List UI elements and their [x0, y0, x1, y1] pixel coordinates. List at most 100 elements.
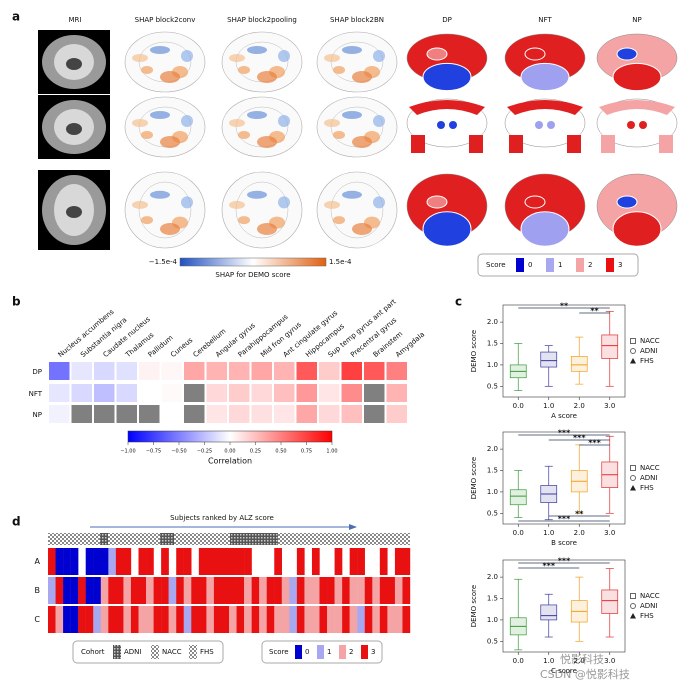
heat-cell [341, 384, 362, 402]
region-map [422, 211, 472, 247]
heat-cell [139, 384, 160, 402]
score-stripe [55, 606, 64, 633]
legend-marker [630, 603, 636, 609]
score-stripe [48, 606, 56, 633]
score-stripe [236, 548, 245, 575]
x-tick-label: 0.0 [513, 657, 524, 665]
score-stripe [357, 606, 365, 633]
region-map [612, 62, 662, 92]
legend-title: Score [269, 648, 289, 656]
score-stripe [123, 606, 132, 633]
shap-blob [342, 111, 362, 119]
heat-cell [161, 405, 182, 423]
heat-cell [161, 362, 182, 380]
heat-cell [116, 384, 137, 402]
region-map [659, 135, 673, 153]
legend-label: ADNI [640, 602, 657, 610]
heat-cell [386, 384, 407, 402]
heat-cell [296, 405, 317, 423]
heat-cell [364, 405, 385, 423]
legend-label: NACC [640, 337, 660, 345]
heat-cell [251, 362, 272, 380]
legend-title: Score [486, 261, 506, 269]
score-stripe [161, 548, 169, 575]
shap-outline [124, 171, 206, 249]
heat-cell [251, 384, 272, 402]
score-stripe [206, 577, 215, 604]
shap-blob [324, 119, 340, 127]
score-stripe [221, 606, 230, 633]
heat-cell [71, 384, 92, 402]
shap-blob [132, 200, 148, 209]
shap-blob [333, 131, 345, 139]
score-stripe [48, 548, 56, 575]
y-axis-label: DEMO score [470, 457, 478, 499]
score-stripe [168, 606, 177, 633]
panel-label: c [455, 295, 462, 309]
score-stripe [251, 577, 260, 604]
score-stripe [63, 577, 71, 604]
shap-blob [278, 115, 290, 127]
score-stripe [364, 606, 373, 633]
colorbar-tick-label: −0.25 [197, 449, 212, 455]
significance-label: ** [590, 307, 599, 316]
heat-cell [364, 362, 385, 380]
watermark-logo: 悦影科技 [560, 652, 604, 666]
x-tick-label: 1.0 [543, 529, 554, 537]
shap-outline [221, 31, 303, 93]
score-stripe [402, 577, 411, 604]
legend-label: FHS [640, 612, 654, 620]
score-stripe [93, 577, 101, 604]
score-stripe [198, 606, 207, 633]
score-stripe [100, 548, 109, 575]
shap-outline [235, 181, 289, 239]
heat-cell [49, 384, 70, 402]
score-stripe [379, 548, 388, 575]
score-stripe [85, 548, 94, 575]
legend-label: FHS [640, 357, 654, 365]
score-stripe [70, 577, 79, 604]
legend-label: 3 [618, 261, 622, 269]
score-stripe [146, 548, 154, 575]
score-stripe [364, 577, 373, 604]
significance-label: *** [542, 562, 555, 571]
shap-blob [324, 200, 340, 209]
y-tick-label: 1.0 [487, 361, 498, 369]
score-stripe [63, 606, 71, 633]
significance-label: *** [558, 515, 571, 524]
score-stripe [394, 577, 403, 604]
legend-swatch [295, 645, 302, 659]
plot-frame [502, 431, 626, 525]
heat-cell [319, 362, 340, 380]
heat-cell [206, 405, 227, 423]
region-map [599, 100, 675, 115]
legend-label: ADNI [640, 474, 657, 482]
score-stripe [213, 577, 222, 604]
score-stripe [138, 606, 147, 633]
shap-blob [342, 190, 362, 199]
x-tick-label: 0.0 [513, 402, 524, 410]
score-stripe [387, 606, 396, 633]
region-map [469, 135, 483, 153]
shap-blob [352, 71, 372, 83]
shap-blob [278, 196, 290, 209]
region-map [437, 121, 445, 129]
row-label: C [34, 615, 40, 624]
score-stripe [274, 606, 282, 633]
colorbar-tick-label: 0.75 [301, 449, 312, 455]
shap-blob [132, 119, 148, 127]
region-map [639, 121, 647, 129]
score-stripe [349, 548, 358, 575]
row-label: B [35, 586, 41, 595]
score-stripe [78, 577, 86, 604]
legend-swatch [546, 258, 554, 272]
legend-marker [630, 465, 636, 471]
shap-blob [150, 111, 170, 119]
row-label: A [35, 557, 41, 566]
heat-cell [184, 405, 205, 423]
heat-cell [274, 362, 295, 380]
legend-swatch [606, 258, 614, 272]
score-stripe [63, 548, 71, 575]
shap-blob [181, 50, 193, 62]
cohort-row [160, 533, 174, 545]
